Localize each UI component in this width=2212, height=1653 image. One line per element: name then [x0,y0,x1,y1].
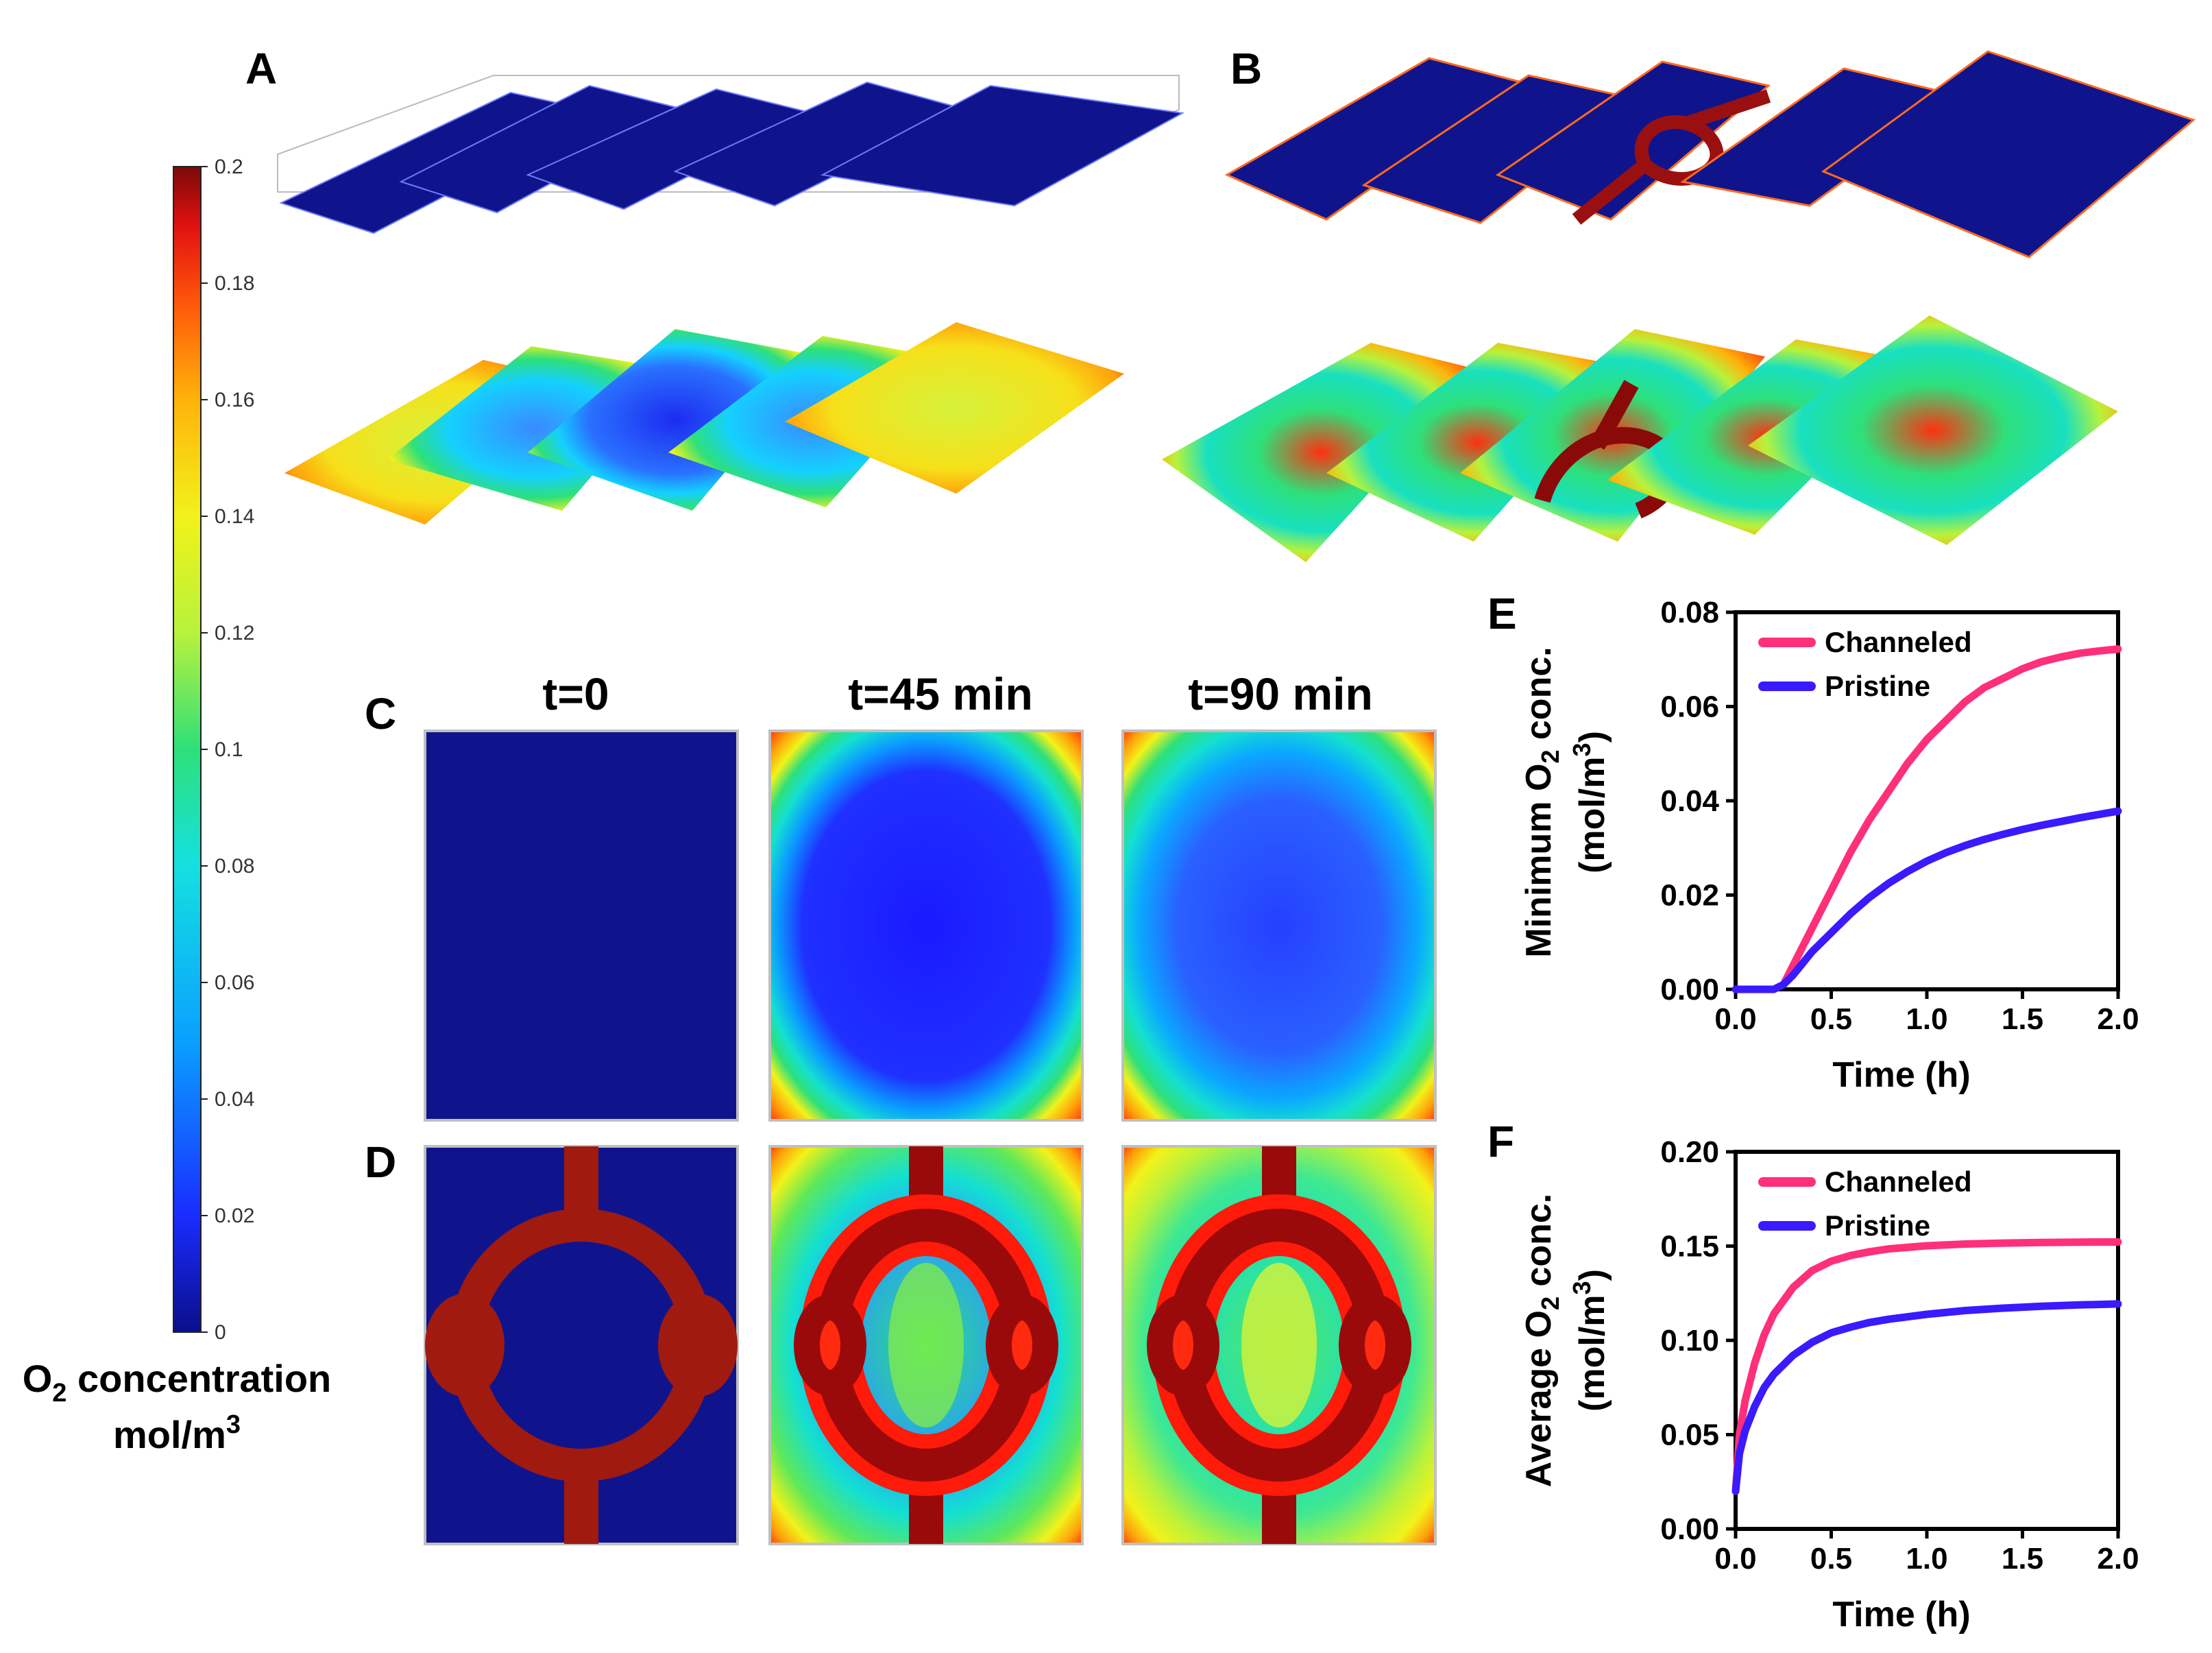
colorbar-tick-label: 0.06 [215,972,254,994]
x-tick-label: 1.5 [2002,1542,2043,1576]
panel-label-b: B [1230,44,1262,93]
legend-label-channeled: Channeled [1825,1166,1972,1198]
x-tick-label: 1.0 [1906,1002,1947,1036]
colorbar-tick-label: 0.18 [215,272,254,295]
chart-f: 0.0 0.5 1.0 1.5 2.0 0.00 0.05 0.10 0.15 0.20 Chan… [1519,1135,2139,1634]
heatmap-c-t0 [424,729,739,1122]
colorbar-tick-label: 0.2 [215,156,243,178]
heatmap-c-t90 [1121,729,1437,1122]
colorbar-tick-label: 0.02 [215,1205,254,1227]
chart-e-ylabel: Minimum O2 conc. [1519,647,1564,957]
chart-e-legend: Channeled Pristine [1758,626,1972,702]
panel-label-c: C [365,689,396,738]
x-tick-label: 0.0 [1714,1542,1756,1576]
panel-a-slices [277,75,1180,193]
slab-b-top-5 [1821,50,2196,258]
panel-c-heatmaps [424,729,1437,1122]
channel-network-t90 [1147,1146,1411,1544]
slab-a-top-5 [820,84,1185,207]
panel-label-f: F [1487,1117,1514,1166]
chart-f-legend: Channeled Pristine [1758,1166,1972,1242]
plot-frame [1734,1150,2120,1531]
series-line-pristine [1731,1300,2122,1495]
y-tick-label: 0.10 [1660,1324,1719,1358]
colorbar-label-line2: mol/m3 [113,1410,241,1456]
slab-b-bottom-2 [1326,343,1628,542]
heatmap-c-t45 [768,729,1084,1122]
chart-e-ylabel-unit: (mol/m3) [1568,731,1612,873]
panel-a-bottom-row [284,322,1124,524]
chart-e-ticks: 0.0 0.5 1.0 1.5 2.0 0.00 0.02 0.04 0.06 0.08 [1660,596,2139,1036]
y-tick-label: 0.06 [1660,690,1719,724]
colorbar-tick-label: 0 [215,1321,226,1344]
panel-b-top-row [1224,50,2196,258]
x-tick-label: 1.5 [2002,1002,2043,1036]
slab-a-bottom-3 [528,329,823,511]
colorbar-tick-label: 0.14 [215,505,254,528]
panel-label-a: A [245,44,277,93]
chart-f-axes [1734,1150,2120,1531]
chart-e: 0.0 0.5 1.0 1.5 2.0 0.00 0.02 0.04 0.06 0.08 Chan… [1519,596,2139,1095]
slab-b-top-3 [1495,60,1771,221]
y-tick-label: 0.20 [1660,1135,1719,1169]
colorbar-tick-label: 0.16 [215,389,254,411]
time-label-0: t=0 [542,668,609,719]
colorbar-tick-label: 0.1 [215,738,243,761]
panel-b-bottom-row [1162,315,2118,562]
chart-f-ylabel-unit: (mol/m3) [1568,1269,1612,1412]
plot-frame [1734,610,2120,991]
chart-f-ticks: 0.0 0.5 1.0 1.5 2.0 0.00 0.05 0.10 0.15 0.20 [1660,1135,2139,1576]
y-tick-label: 0.00 [1660,973,1719,1006]
series-line-pristine [1731,807,2122,993]
chart-e-axes [1734,610,2120,991]
y-tick-label: 0.05 [1660,1419,1719,1452]
x-tick-label: 1.0 [1906,1542,1947,1576]
time-label-45: t=45 min [848,668,1033,719]
legend-label-pristine: Pristine [1825,670,1930,702]
x-tick-label: 0.0 [1714,1002,1756,1036]
colorbar: 0.20.180.160.140.120.10.080.060.040.020 … [23,156,332,1456]
series-line-channeled [1731,1238,2122,1495]
y-tick-label: 0.00 [1660,1512,1719,1546]
channel-network-t0 [425,1146,738,1544]
legend-label-pristine: Pristine [1825,1209,1930,1242]
x-tick-label: 0.5 [1810,1542,1852,1576]
y-tick-label: 0.08 [1660,596,1719,629]
chart-e-xlabel: Time (h) [1832,1055,1970,1095]
channel-network-t45 [794,1146,1058,1544]
y-tick-label: 0.15 [1660,1230,1719,1264]
panel-label-d: D [365,1137,396,1187]
y-tick-label: 0.02 [1660,879,1719,913]
colorbar-label-line1: O2 concentration [23,1357,332,1408]
chart-f-series [1731,1238,2122,1495]
y-tick-label: 0.04 [1660,784,1719,818]
chart-e-series [1731,645,2122,993]
panel-a-top-row [279,81,1185,234]
slab-a-bottom-5 [785,322,1124,494]
colorbar-tick-label: 0.08 [215,855,254,878]
slab-b-bottom-5 [1748,315,2118,545]
time-label-90: t=90 min [1188,668,1373,719]
chart-f-ylabel: Average O2 conc. [1519,1194,1564,1488]
chart-f-xlabel: Time (h) [1832,1595,1970,1634]
x-tick-label: 2.0 [2097,1542,2139,1576]
x-tick-label: 2.0 [2097,1002,2139,1036]
colorbar-ticks: 0.2 0.18 0.16 0.14 0.12 0.1 0.08 0.06 0.04 0.02 0 [201,156,254,1344]
slab-b-top-3-channel [1572,89,1771,225]
slab-b-bottom-1 [1162,343,1481,562]
colorbar-tick-label: 0.04 [215,1088,254,1111]
panel-label-e: E [1487,589,1517,638]
colorbar-tick-label: 0.12 [215,622,254,644]
panel-a-top-wireframes [277,75,1180,193]
legend-label-channeled: Channeled [1825,626,1972,658]
x-tick-label: 0.5 [1810,1002,1852,1036]
colorbar-gradient [173,166,202,1333]
